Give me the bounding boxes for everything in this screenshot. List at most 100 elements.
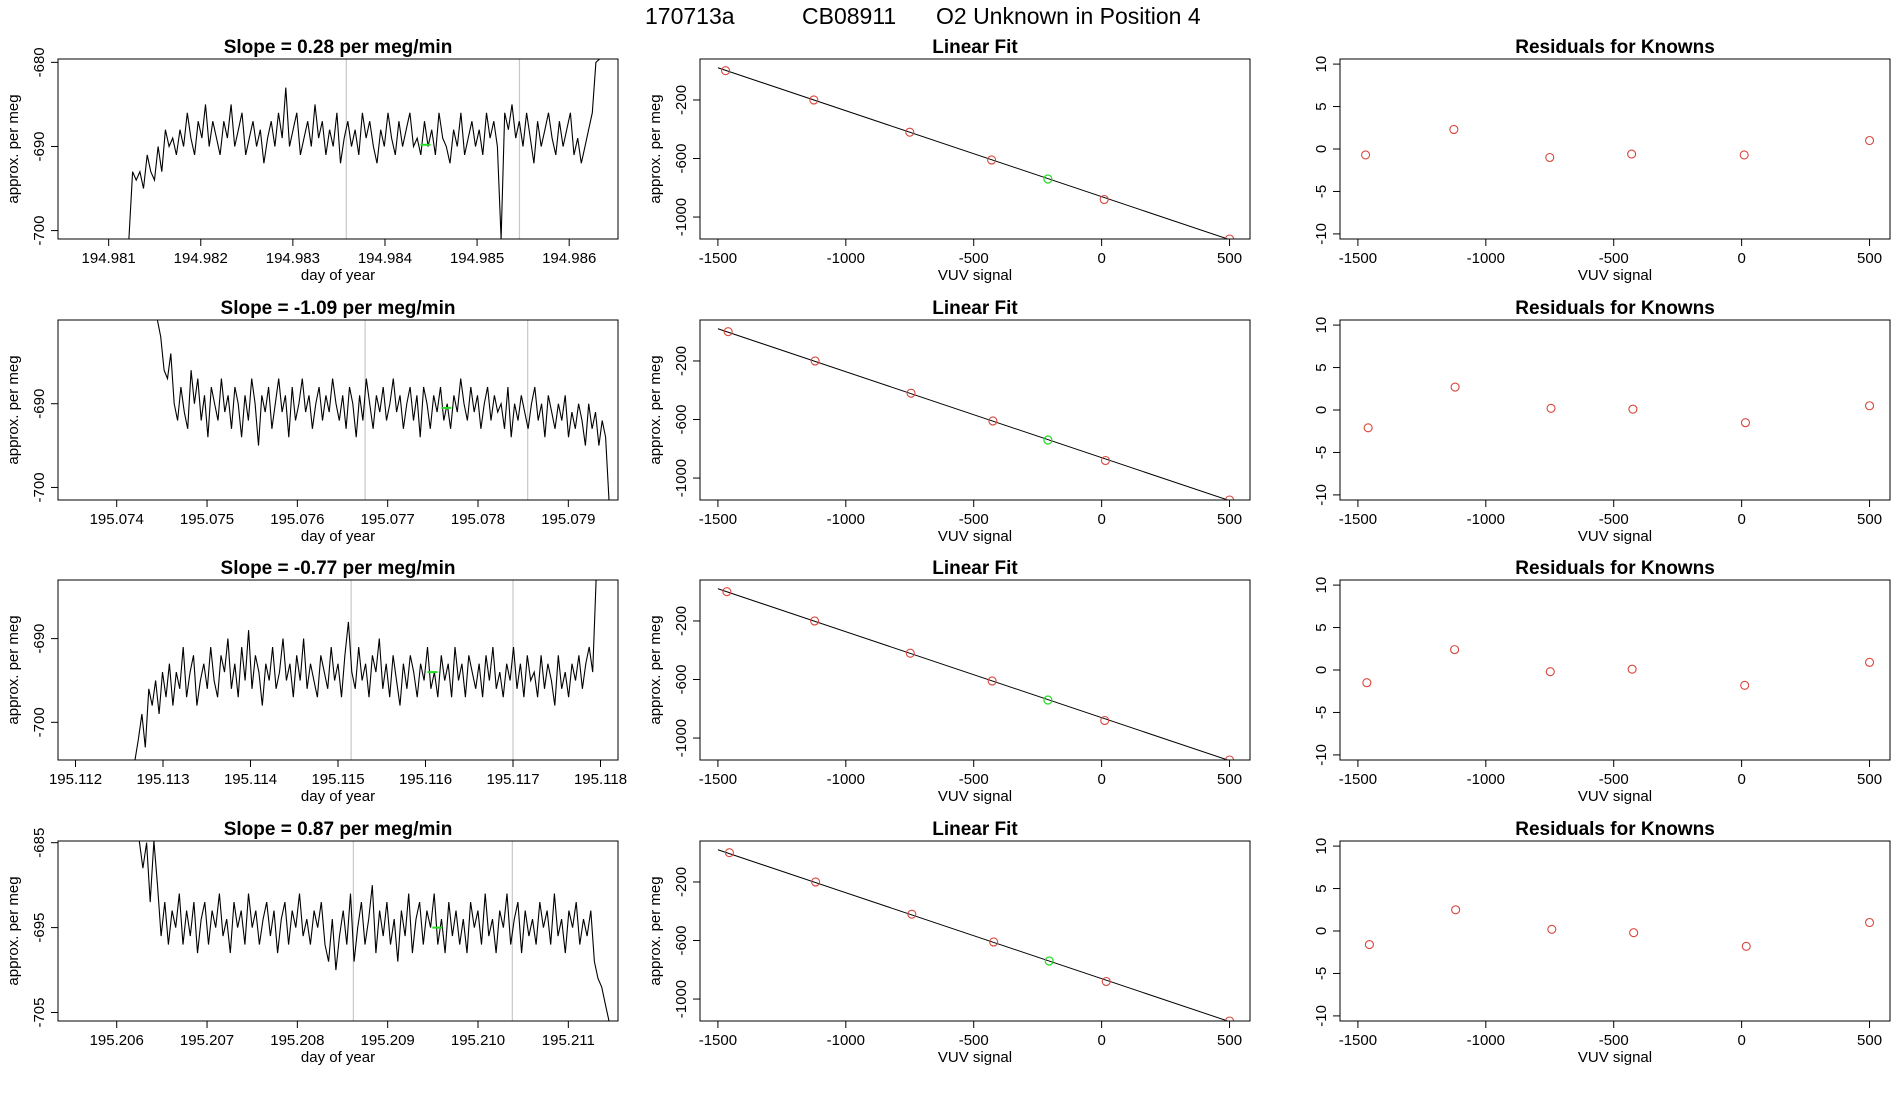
known-point (811, 877, 821, 887)
plot-frame (699, 579, 1251, 761)
panel-title: Residuals for Knowns (1515, 37, 1715, 58)
x-tick-label: 500 (1217, 250, 1242, 267)
known-point (1099, 194, 1109, 205)
x-tick-label: -1000 (1467, 511, 1505, 528)
y-axis-label: approx. per meg (647, 355, 664, 464)
unknown-point (1043, 435, 1053, 445)
known-point (723, 327, 733, 337)
x-tick-label: 195.114 (224, 771, 277, 788)
residual-point (1740, 418, 1751, 428)
x-axis-label: VUV signal (938, 528, 1012, 545)
y-tick-label: -200 (673, 606, 690, 636)
known-point (987, 676, 997, 686)
residual-point (1627, 664, 1637, 674)
y-tick-label: 0 (1313, 927, 1330, 935)
y-tick-label: -10 (1313, 484, 1330, 506)
x-tick-label: 195.113 (136, 771, 189, 788)
y-tick-label: -600 (673, 925, 690, 955)
x-tick-label: 195.078 (451, 511, 505, 528)
known-point (1224, 234, 1235, 239)
fit-line (717, 588, 1230, 760)
y-tick-label: -1000 (673, 459, 690, 497)
known-point (989, 937, 999, 947)
x-tick-label: 195.077 (361, 511, 415, 528)
residual-point (1864, 917, 1875, 928)
panel-title: Linear Fit (932, 558, 1018, 579)
residual-point (1545, 667, 1555, 677)
known-point (724, 848, 734, 858)
panel-timeseries-row-4: Slope = 0.87 per meg/min 195.206 195.207 19… (5, 819, 619, 1066)
x-tick-label: -1000 (1467, 771, 1505, 788)
panel-title: Linear Fit (932, 819, 1018, 840)
plot-frame (699, 840, 1251, 1022)
x-tick-label: -500 (1599, 1032, 1629, 1049)
plot-frame (1339, 58, 1891, 240)
residual-point (1740, 680, 1750, 690)
x-tick-label: -500 (959, 771, 989, 788)
plot-area (138, 841, 610, 1021)
residual-point (1362, 678, 1372, 688)
x-tick-label: 194.985 (450, 250, 504, 267)
fit-line (717, 67, 1230, 239)
known-point (906, 388, 916, 398)
y-axis-label: approx. per meg (5, 615, 22, 724)
residual-point (1547, 924, 1557, 934)
x-tick-label: 194.983 (266, 250, 320, 267)
y-tick-label: -600 (673, 143, 690, 173)
x-tick-label: -500 (959, 511, 989, 528)
panel-title: Residuals for Knowns (1515, 819, 1715, 840)
y-tick-label: 10 (1313, 577, 1330, 594)
figure-title-part-1: 170713a (645, 3, 735, 29)
x-tick-label: -1000 (827, 250, 865, 267)
x-tick-label: 0 (1097, 1032, 1105, 1049)
plot-area (717, 848, 1235, 1021)
y-tick-label: -700 (31, 472, 48, 502)
y-axis-label: approx. per meg (5, 355, 22, 464)
known-point (1224, 495, 1235, 500)
x-tick-label: -500 (959, 250, 989, 267)
x-tick-label: 195.208 (270, 1032, 324, 1049)
x-tick-label: -1000 (827, 511, 865, 528)
y-tick-label: 0 (1313, 406, 1330, 414)
panel-title: Residuals for Knowns (1515, 298, 1715, 319)
y-tick-label: 10 (1313, 317, 1330, 334)
y-tick-label: -685 (31, 828, 48, 858)
plot-area (717, 327, 1235, 500)
x-tick-label: 195.112 (49, 771, 102, 788)
x-tick-label: 0 (1737, 1032, 1745, 1049)
y-tick-label: -690 (31, 389, 48, 419)
unknown-point (1043, 695, 1053, 705)
signal-trace (156, 320, 610, 500)
known-point (810, 616, 820, 626)
unknown-point (1043, 174, 1053, 184)
y-axis-label: approx. per meg (5, 876, 22, 985)
panel-residuals-row-1: Residuals for Knowns -1500 -1000 -500 0 500 10… (1313, 37, 1891, 284)
x-axis-label: VUV signal (938, 788, 1012, 805)
plot-area (717, 587, 1235, 760)
x-tick-label: 0 (1097, 511, 1105, 528)
known-point (988, 416, 998, 426)
x-tick-label: 500 (1217, 511, 1242, 528)
x-axis-label: VUV signal (938, 267, 1012, 284)
y-tick-label: 5 (1313, 623, 1330, 631)
x-tick-label: 194.986 (542, 250, 596, 267)
panel-timeseries-row-2: Slope = -1.09 per meg/min 195.074 195.075 1… (5, 298, 619, 545)
plot-area (1361, 124, 1875, 163)
x-tick-label: 195.076 (270, 511, 324, 528)
y-tick-label: 5 (1313, 884, 1330, 892)
known-point (1100, 455, 1111, 466)
known-point (1224, 1016, 1235, 1021)
x-tick-label: -1500 (699, 511, 737, 528)
panel-title: Slope = -0.77 per meg/min (221, 558, 456, 579)
x-tick-label: 195.211 (542, 1032, 595, 1049)
x-tick-label: 195.118 (574, 771, 627, 788)
y-tick-label: -600 (673, 664, 690, 694)
residual-point (1450, 645, 1460, 655)
x-tick-label: 195.115 (311, 771, 364, 788)
signal-trace (134, 580, 597, 760)
panel-linear_fit-row-3: Linear Fit -1500 -1000 -500 0 500 -200 -600 -100… (647, 558, 1251, 805)
residual-point (1361, 150, 1371, 160)
x-tick-label: -1500 (1339, 771, 1377, 788)
y-tick-label: 5 (1313, 363, 1330, 371)
residual-point (1449, 124, 1459, 135)
